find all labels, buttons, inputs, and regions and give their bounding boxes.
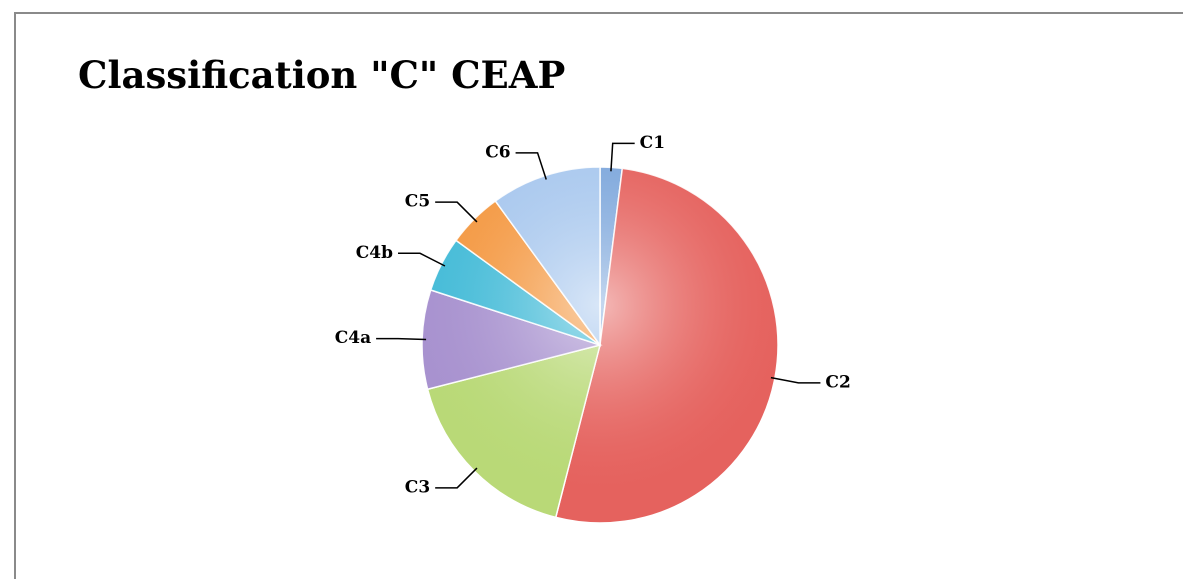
- chart-title: Classification "C" CEAP: [78, 53, 565, 97]
- leader-line: [515, 152, 547, 180]
- slice-label: C1: [640, 133, 665, 153]
- slice-label: C4a: [335, 328, 371, 348]
- leader-line: [770, 376, 821, 384]
- leader-line: [376, 337, 427, 341]
- slice-label: C4b: [356, 243, 393, 263]
- leader-line: [435, 201, 478, 223]
- slice-label: C2: [825, 372, 850, 392]
- leader-line: [435, 467, 478, 489]
- leader-line: [610, 142, 635, 172]
- slice-label: C6: [485, 142, 510, 162]
- slice-label: C3: [405, 477, 430, 497]
- slice-label: C5: [405, 192, 430, 212]
- leader-line: [398, 252, 446, 267]
